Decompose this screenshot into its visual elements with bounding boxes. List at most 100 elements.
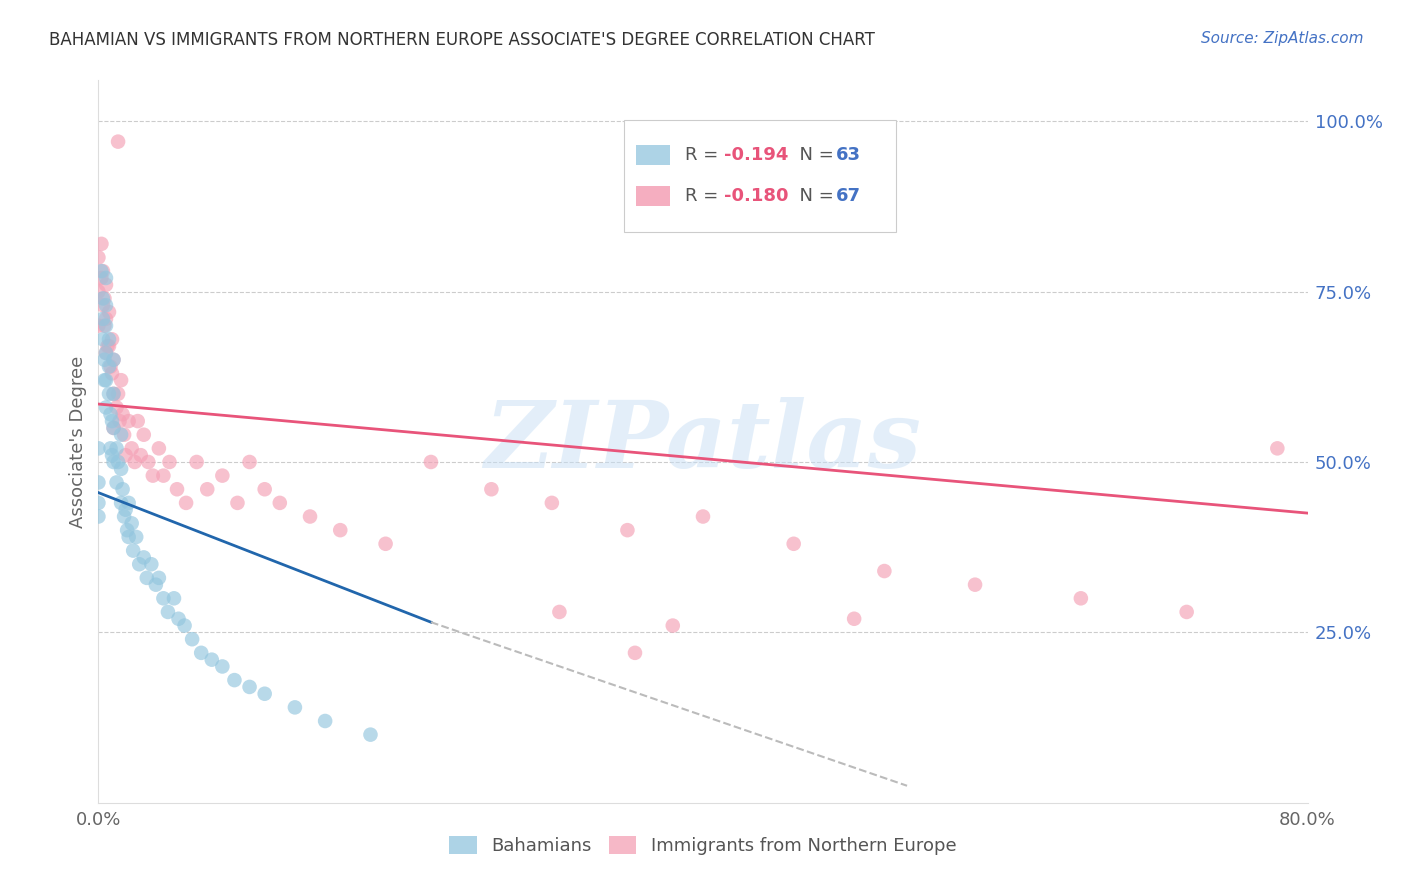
Point <box>110 496 132 510</box>
Point <box>103 421 125 435</box>
Point <box>103 387 125 401</box>
Point <box>173 618 195 632</box>
Point <box>156 605 179 619</box>
Point <box>420 455 443 469</box>
Point <box>314 714 336 728</box>
Point <box>844 612 866 626</box>
Point <box>1070 591 1092 606</box>
Point <box>360 728 382 742</box>
Point <box>103 455 125 469</box>
Point <box>190 646 212 660</box>
Point <box>98 332 121 346</box>
Point <box>226 496 249 510</box>
Point <box>101 414 124 428</box>
Point <box>548 605 571 619</box>
Point <box>98 387 121 401</box>
Point <box>118 530 141 544</box>
Point <box>132 427 155 442</box>
Text: 63: 63 <box>837 145 860 164</box>
Point <box>616 523 638 537</box>
Point <box>94 401 117 415</box>
Point <box>129 448 152 462</box>
Point <box>112 427 135 442</box>
Point <box>136 455 159 469</box>
Point <box>111 407 134 421</box>
Point <box>253 482 276 496</box>
Point <box>110 427 132 442</box>
Point <box>128 558 150 572</box>
Point <box>107 387 129 401</box>
Point <box>174 496 197 510</box>
Point <box>91 264 114 278</box>
Point <box>94 373 117 387</box>
Point <box>873 564 896 578</box>
Point <box>118 414 141 428</box>
Point <box>94 346 117 360</box>
Point <box>87 251 110 265</box>
Point <box>105 475 128 490</box>
Point <box>148 442 170 456</box>
Point <box>195 482 218 496</box>
Point <box>211 659 233 673</box>
Point <box>1267 442 1289 456</box>
Point <box>152 591 174 606</box>
Point <box>186 455 208 469</box>
Point <box>107 455 129 469</box>
Point <box>540 496 562 510</box>
Point <box>111 482 134 496</box>
Point <box>94 277 117 292</box>
Point <box>127 414 149 428</box>
Point <box>269 496 291 510</box>
Point <box>91 292 114 306</box>
Point <box>181 632 204 647</box>
Point <box>239 680 262 694</box>
Point <box>105 401 128 415</box>
Point <box>121 516 143 531</box>
Text: R =: R = <box>685 187 724 205</box>
Legend: Bahamians, Immigrants from Northern Europe: Bahamians, Immigrants from Northern Euro… <box>443 829 963 863</box>
Point <box>91 311 114 326</box>
Text: 67: 67 <box>837 187 860 205</box>
Point <box>101 332 124 346</box>
Point <box>94 271 117 285</box>
Point <box>118 496 141 510</box>
Point <box>91 332 114 346</box>
Point <box>125 530 148 544</box>
Point <box>87 285 110 299</box>
Point <box>93 318 115 333</box>
Point <box>166 482 188 496</box>
Text: N =: N = <box>787 187 839 205</box>
Point <box>98 339 121 353</box>
Point <box>481 482 503 496</box>
Point <box>101 367 124 381</box>
Text: ZIPatlas: ZIPatlas <box>485 397 921 486</box>
Point <box>87 509 110 524</box>
Point <box>87 442 110 456</box>
Point <box>132 550 155 565</box>
Point <box>94 298 117 312</box>
Point <box>114 448 136 462</box>
Point <box>93 292 115 306</box>
Point <box>103 421 125 435</box>
Point <box>141 558 163 572</box>
Point <box>167 612 190 626</box>
Point <box>94 311 117 326</box>
Point <box>98 305 121 319</box>
FancyBboxPatch shape <box>637 145 671 165</box>
Point <box>96 339 118 353</box>
Point <box>114 502 136 516</box>
Point <box>112 509 135 524</box>
Point <box>90 271 112 285</box>
Point <box>91 298 114 312</box>
Point <box>100 407 122 421</box>
FancyBboxPatch shape <box>624 120 897 232</box>
Point <box>148 571 170 585</box>
Point <box>90 236 112 251</box>
Point <box>93 373 115 387</box>
Point <box>1175 605 1198 619</box>
Point <box>239 455 262 469</box>
Point <box>100 442 122 456</box>
Point <box>965 577 987 591</box>
Point <box>94 318 117 333</box>
Point <box>103 387 125 401</box>
